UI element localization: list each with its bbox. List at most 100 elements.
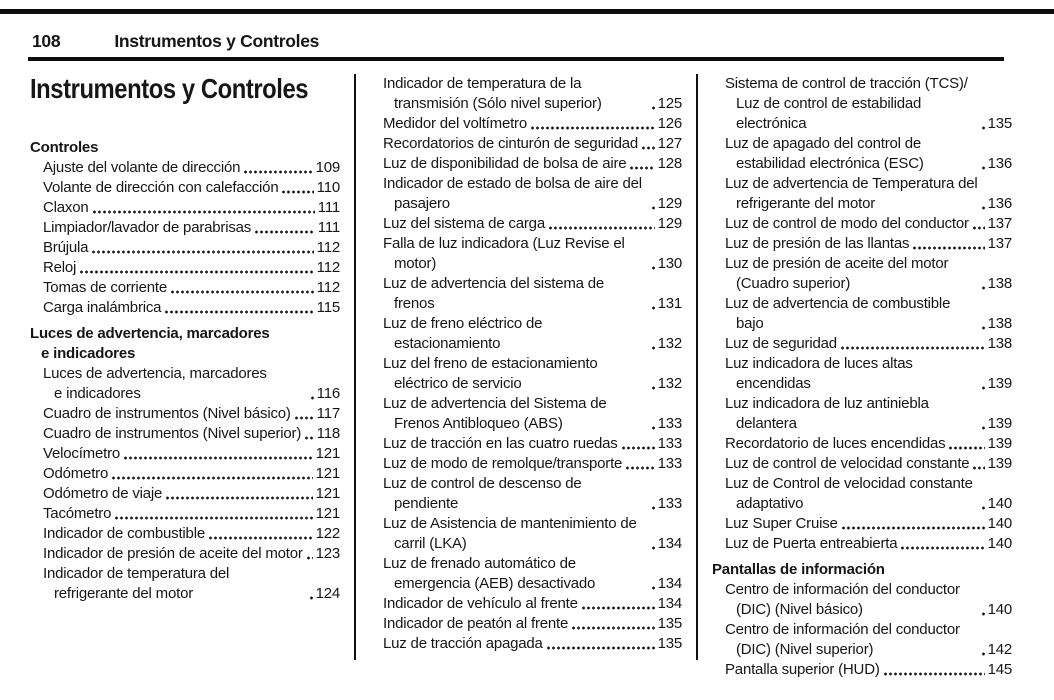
toc-entry-title: Centro de información del conductor (DIC…	[725, 581, 960, 618]
toc-entry: Luz de disponibilidad de bolsa de aire 12…	[370, 154, 682, 174]
toc-entry: Luz de presión de las llantas 137	[712, 234, 1012, 254]
toc-entry: Pantalla superior (HUD) 145	[712, 660, 1012, 680]
toc-entry-title: Luz de frenado automático de emergencia …	[383, 555, 596, 592]
toc-entry-title: Luz de Asistencia de mantenimiento de ca…	[383, 515, 637, 552]
toc-entry-page: 139	[987, 455, 1013, 472]
toc-entry-title: Limpiador/lavador de parabrisas	[43, 219, 252, 236]
toc-entry-page: 111	[317, 199, 340, 216]
toc-entry: Luz de modo de remolque/transporte 133	[370, 454, 682, 474]
dot-leader	[169, 290, 314, 294]
toc-entry: Brújula 112	[30, 238, 340, 258]
toc-entry-page: 134	[657, 575, 683, 592]
toc-entry-page: 115	[316, 299, 341, 316]
toc-entry: Luz indicadora de luces altas encendidas…	[712, 354, 1012, 394]
toc-entry-page: 132	[657, 335, 683, 352]
toc-entry-page: 134	[657, 595, 683, 612]
toc-entry-page: 121	[315, 485, 341, 502]
toc-entry: Centro de información del conductor (DIC…	[712, 580, 1012, 620]
toc-entry: Luz de advertencia del Sistema de Frenos…	[370, 394, 682, 434]
dot-leader	[980, 166, 985, 170]
dot-leader	[650, 206, 655, 210]
dot-leader	[650, 386, 655, 390]
toc-entry-page: 142	[987, 641, 1013, 658]
toc-entry: Sistema de control de tracción (TCS)/ Lu…	[712, 74, 1012, 134]
toc-entry: Luz de freno eléctrico de estacionamient…	[370, 314, 682, 354]
dot-leader	[625, 466, 655, 470]
toc-entry-title: Luces de advertencia, marcadores e indic…	[43, 365, 267, 402]
dot-leader	[980, 652, 985, 656]
dot-leader	[900, 546, 985, 550]
dot-leader	[293, 416, 314, 420]
toc-entry-title: Luz de disponibilidad de bolsa de aire	[383, 155, 627, 172]
toc-entry-page: 116	[316, 385, 341, 402]
toc-entry-page: 138	[987, 335, 1013, 352]
toc-entry-page: 112	[316, 259, 341, 276]
toc-entry-title: Tacómetro	[43, 505, 112, 522]
toc-entry: Volante de dirección con calefacción 110	[30, 178, 340, 198]
toc-entry: Recordatorios de cinturón de seguridad 12…	[370, 134, 682, 154]
dot-leader	[641, 146, 655, 150]
toc-entry-title: Carga inalámbrica	[43, 299, 162, 316]
toc-entry: Cuadro de instrumentos (Nivel superior) 1…	[30, 424, 340, 444]
toc-entry-title: Luz de tracción apagada	[383, 635, 543, 652]
toc-entry: Odómetro 121	[30, 464, 340, 484]
running-title: Instrumentos y Controles	[114, 31, 320, 51]
toc-entry-page: 121	[315, 465, 341, 482]
dot-leader	[165, 496, 313, 500]
toc-entry-title: Brújula	[43, 239, 89, 256]
toc-entry-title: Luz de presión de aceite del motor (Cuad…	[725, 255, 949, 292]
toc-entry-page: 138	[987, 315, 1013, 332]
toc-entry-page: 137	[987, 235, 1013, 252]
dot-leader	[650, 426, 655, 430]
toc-column-1: Instrumentos y Controles Controles Ajuste …	[30, 74, 340, 604]
toc-entry-title: Luz de Control de velocidad constante ad…	[725, 475, 973, 512]
toc-entry-title: Indicador de temperatura de la transmisi…	[383, 75, 602, 112]
dot-leader	[114, 516, 313, 520]
toc-entry-title: Indicador de presión de aceite del motor	[43, 545, 303, 562]
toc-entry: Luz de control de velocidad constante 139	[712, 454, 1012, 474]
toc-entry-page: 112	[316, 279, 341, 296]
dot-leader	[839, 346, 985, 350]
dot-leader	[620, 446, 655, 450]
toc-entry: Luz de apagado del control de estabilida…	[712, 134, 1012, 174]
toc-entry-page: 131	[657, 295, 683, 312]
toc-entry-title: Luz de presión de las llantas	[725, 235, 910, 252]
toc-entry: Indicador de combustible 122	[30, 524, 340, 544]
page-number: 108	[32, 31, 61, 51]
toc-entry: Carga inalámbrica 115	[30, 298, 340, 318]
toc-entry-title: Luz de apagado del control de estabilida…	[725, 135, 924, 172]
dot-leader	[980, 326, 985, 330]
toc-entry-page: 139	[987, 435, 1013, 452]
toc-entry-title: Luz del sistema de carga	[383, 215, 545, 232]
toc-entry-page: 140	[987, 535, 1013, 552]
toc-entry-title: Luz de Puerta entreabierta	[725, 535, 898, 552]
toc-entry: Luz de tracción apagada 135	[370, 634, 682, 654]
dot-leader	[650, 586, 655, 590]
toc-entry: Luz de control de modo del conductor 137	[712, 214, 1012, 234]
dot-leader	[980, 206, 985, 210]
toc-entry-page: 129	[657, 195, 683, 212]
toc-entry-page: 122	[315, 525, 341, 542]
toc-entry-page: 127	[657, 135, 683, 152]
dot-leader	[882, 672, 985, 676]
toc-entry-page: 126	[657, 115, 683, 132]
dot-leader	[980, 386, 985, 390]
toc-entry-page: 112	[316, 239, 341, 256]
toc-entry-page: 133	[657, 455, 683, 472]
dot-leader	[650, 546, 655, 550]
toc-entry-page: 121	[315, 505, 341, 522]
toc-column-2: Indicador de temperatura de la transmisi…	[370, 74, 682, 654]
dot-leader	[650, 266, 655, 270]
dot-leader	[530, 126, 655, 130]
toc-entry-page: 135	[657, 635, 683, 652]
toc-entry: Odómetro de viaje 121	[30, 484, 340, 504]
toc-entry: Medidor del voltímetro 126	[370, 114, 682, 134]
toc-entry: Luz de Puerta entreabierta 140	[712, 534, 1012, 554]
toc-entry: Luz de frenado automático de emergencia …	[370, 554, 682, 594]
dot-leader	[254, 230, 315, 234]
toc-entry-title: Luz de control de velocidad constante	[725, 455, 970, 472]
header-rule	[28, 57, 1004, 61]
toc-entry-page: 145	[987, 661, 1013, 678]
toc-entry-page: 125	[657, 95, 683, 112]
dot-leader	[571, 626, 655, 630]
